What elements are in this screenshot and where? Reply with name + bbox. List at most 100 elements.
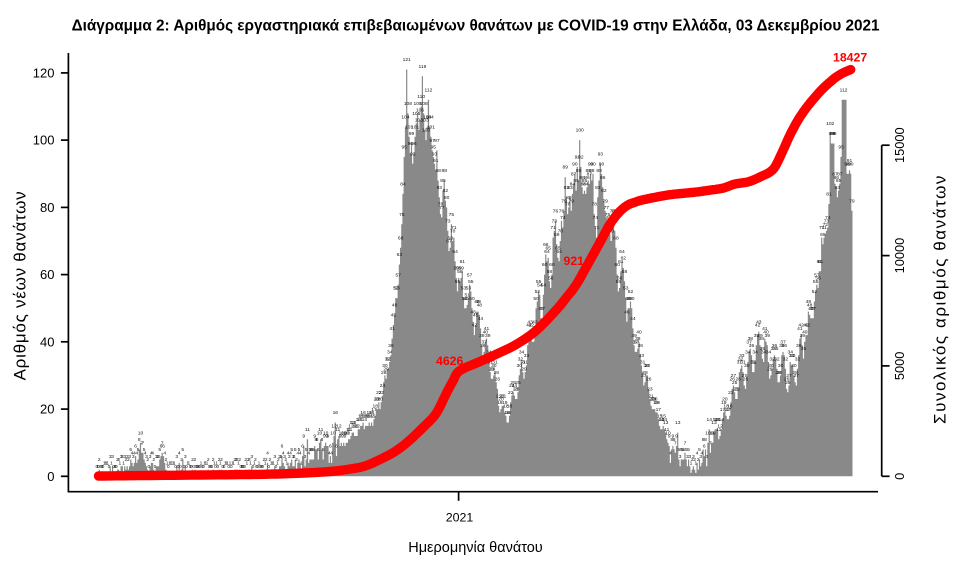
svg-text:56: 56 xyxy=(617,276,623,282)
svg-text:52: 52 xyxy=(535,289,541,295)
svg-text:27: 27 xyxy=(641,373,647,379)
svg-text:1: 1 xyxy=(237,461,240,467)
svg-text:92: 92 xyxy=(578,155,584,161)
svg-text:1: 1 xyxy=(104,461,107,467)
svg-text:2: 2 xyxy=(207,457,210,463)
svg-text:6: 6 xyxy=(160,444,163,450)
svg-text:112: 112 xyxy=(425,87,433,93)
svg-text:59: 59 xyxy=(458,266,464,272)
svg-text:1: 1 xyxy=(172,461,175,467)
svg-text:0: 0 xyxy=(108,464,111,470)
svg-text:53: 53 xyxy=(623,286,629,292)
svg-text:35: 35 xyxy=(801,346,807,352)
svg-text:9: 9 xyxy=(327,434,330,440)
svg-text:64: 64 xyxy=(452,249,458,255)
svg-text:10: 10 xyxy=(705,430,711,436)
svg-text:Διάγραμμα 2: Αριθμός εργαστηρι: Διάγραμμα 2: Αριθμός εργαστηριακά επιβεβ… xyxy=(72,17,880,34)
svg-text:0: 0 xyxy=(275,464,278,470)
svg-text:84: 84 xyxy=(400,182,406,188)
svg-text:2: 2 xyxy=(284,457,287,463)
svg-text:53: 53 xyxy=(461,286,467,292)
svg-text:8: 8 xyxy=(321,437,324,443)
svg-text:25: 25 xyxy=(732,380,738,386)
svg-text:79: 79 xyxy=(561,198,567,204)
svg-text:56: 56 xyxy=(548,276,554,282)
svg-text:44: 44 xyxy=(478,316,484,322)
svg-text:34: 34 xyxy=(745,350,751,356)
svg-text:84: 84 xyxy=(570,182,576,188)
svg-text:3: 3 xyxy=(123,454,126,460)
svg-text:37: 37 xyxy=(780,340,786,346)
svg-text:99: 99 xyxy=(829,131,835,137)
svg-text:39: 39 xyxy=(479,333,485,339)
svg-text:101: 101 xyxy=(427,124,435,130)
svg-text:0: 0 xyxy=(256,464,259,470)
svg-text:2: 2 xyxy=(165,457,168,463)
svg-text:0: 0 xyxy=(99,464,102,470)
svg-text:52: 52 xyxy=(812,289,818,295)
svg-text:86: 86 xyxy=(833,175,839,181)
svg-text:42: 42 xyxy=(472,323,478,329)
svg-text:1: 1 xyxy=(105,461,108,467)
svg-text:42: 42 xyxy=(803,323,809,329)
svg-text:4: 4 xyxy=(150,451,153,457)
svg-text:3: 3 xyxy=(279,454,282,460)
svg-text:2: 2 xyxy=(238,457,241,463)
svg-text:60: 60 xyxy=(549,262,555,268)
svg-text:57: 57 xyxy=(814,272,820,278)
svg-text:2: 2 xyxy=(263,457,266,463)
svg-text:1: 1 xyxy=(690,461,693,467)
svg-text:68: 68 xyxy=(447,235,453,241)
svg-text:53: 53 xyxy=(394,286,400,292)
svg-text:0: 0 xyxy=(217,464,220,470)
svg-text:69: 69 xyxy=(820,232,826,238)
svg-text:104: 104 xyxy=(401,114,409,120)
svg-text:5: 5 xyxy=(310,447,313,453)
svg-text:32: 32 xyxy=(769,356,775,362)
svg-text:5: 5 xyxy=(298,447,301,453)
svg-text:9: 9 xyxy=(323,434,326,440)
svg-text:99: 99 xyxy=(409,131,415,137)
svg-text:9: 9 xyxy=(339,434,342,440)
svg-text:42: 42 xyxy=(804,323,810,329)
svg-text:0: 0 xyxy=(243,464,246,470)
svg-text:10: 10 xyxy=(345,430,351,436)
svg-text:43: 43 xyxy=(756,319,762,325)
svg-text:39: 39 xyxy=(764,333,770,339)
svg-text:36: 36 xyxy=(749,343,755,349)
svg-text:6: 6 xyxy=(329,444,332,450)
svg-text:28: 28 xyxy=(775,370,781,376)
svg-text:75: 75 xyxy=(399,212,405,218)
svg-text:26: 26 xyxy=(495,377,501,383)
svg-text:1: 1 xyxy=(122,461,125,467)
svg-text:3: 3 xyxy=(692,454,695,460)
svg-text:40: 40 xyxy=(763,329,769,335)
svg-text:36: 36 xyxy=(480,343,486,349)
svg-text:7: 7 xyxy=(674,440,677,446)
svg-text:112: 112 xyxy=(840,87,848,93)
svg-text:36: 36 xyxy=(388,343,394,349)
svg-text:39: 39 xyxy=(800,333,806,339)
svg-text:39: 39 xyxy=(757,333,763,339)
svg-text:19: 19 xyxy=(654,400,660,406)
svg-text:7: 7 xyxy=(140,440,143,446)
svg-text:3: 3 xyxy=(109,454,112,460)
svg-text:0: 0 xyxy=(211,464,214,470)
svg-text:42: 42 xyxy=(529,323,535,329)
svg-text:120: 120 xyxy=(33,66,55,81)
svg-text:26: 26 xyxy=(735,377,741,383)
svg-text:3: 3 xyxy=(250,454,253,460)
svg-text:17: 17 xyxy=(720,407,726,413)
svg-text:29: 29 xyxy=(521,366,527,372)
svg-text:5000: 5000 xyxy=(892,352,907,380)
svg-text:1: 1 xyxy=(203,461,206,467)
svg-text:47: 47 xyxy=(538,306,544,312)
svg-text:3: 3 xyxy=(304,454,307,460)
svg-text:4: 4 xyxy=(131,451,134,457)
svg-text:0: 0 xyxy=(97,464,100,470)
svg-text:33: 33 xyxy=(639,353,645,359)
svg-text:26: 26 xyxy=(729,377,735,383)
svg-text:40: 40 xyxy=(483,329,489,335)
svg-text:1: 1 xyxy=(213,461,216,467)
svg-text:91: 91 xyxy=(433,158,439,164)
